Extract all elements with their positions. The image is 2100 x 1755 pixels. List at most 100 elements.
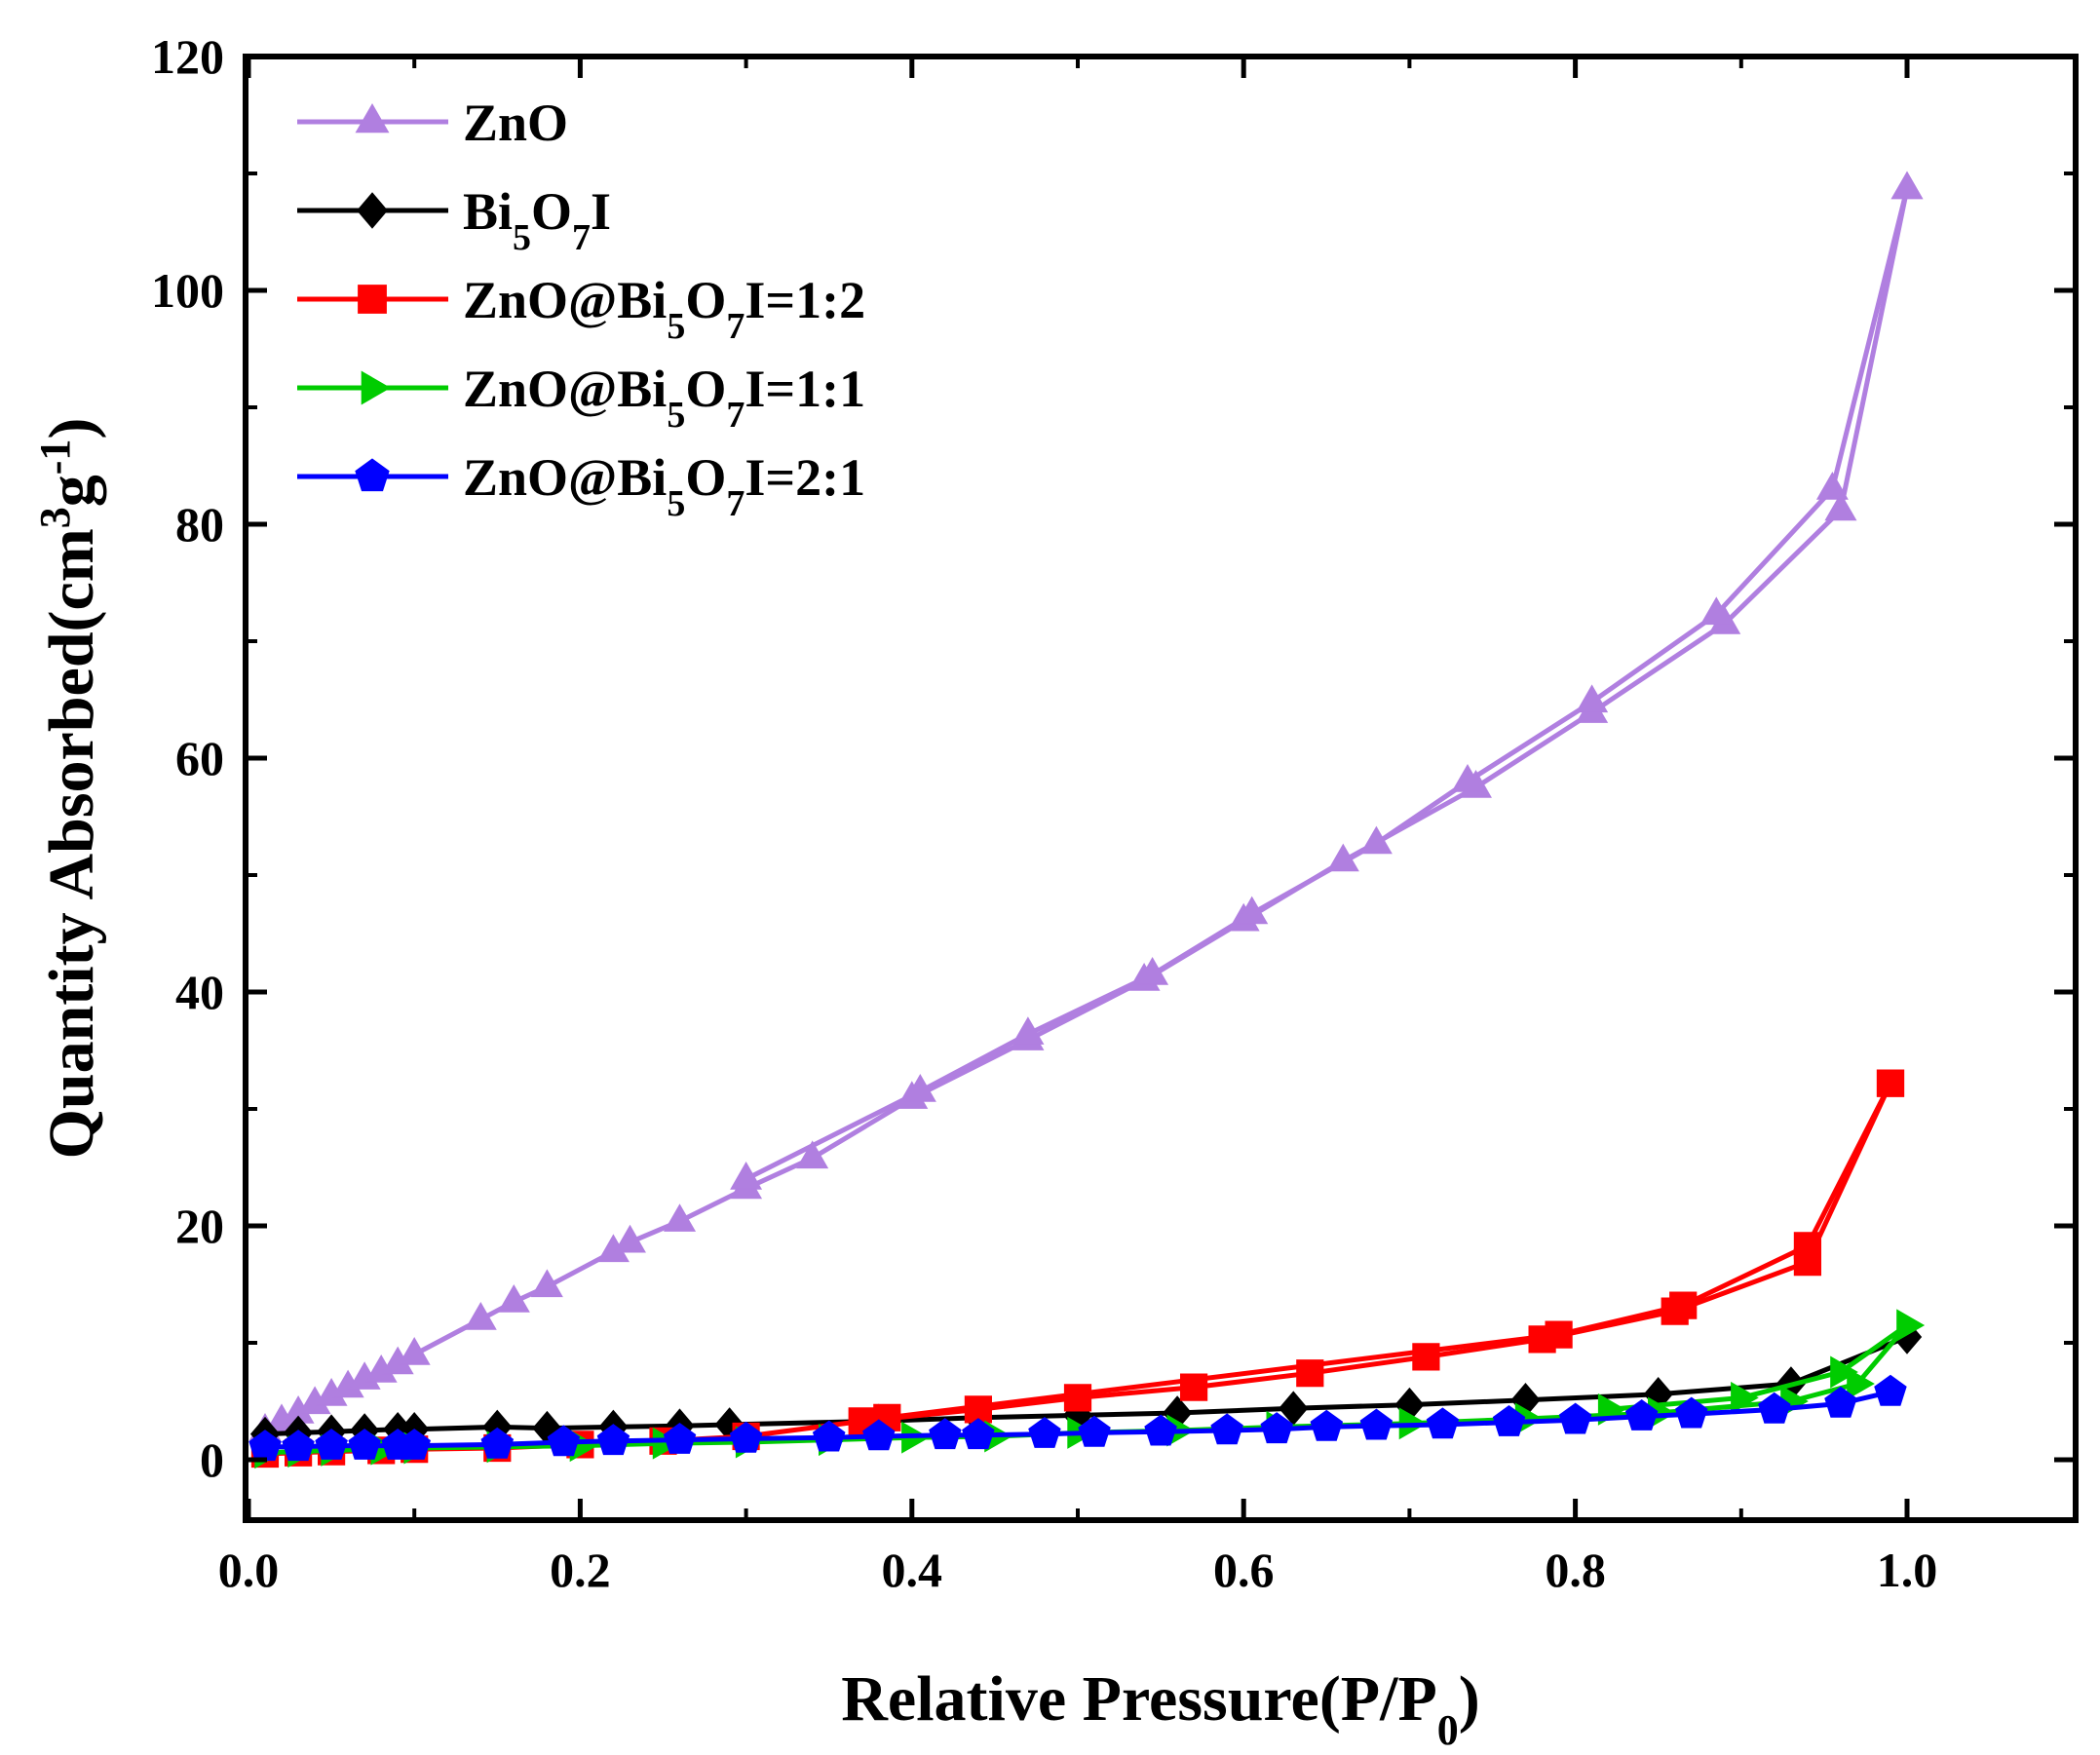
series-zno — [248, 171, 1924, 1441]
data-point — [497, 1283, 530, 1313]
series-line-desorption — [1608, 1322, 1909, 1412]
data-point — [596, 1424, 630, 1456]
data-point — [1896, 1309, 1926, 1342]
legend: ZnO Bi5O7I ZnO@Bi5O7I=1:2 ZnO@Bi5O7I=1:1 ZnO… — [297, 94, 865, 524]
data-point — [1326, 843, 1359, 872]
data-point — [730, 1161, 763, 1190]
legend-label: ZnO@Bi5O7I=2:1 — [463, 448, 865, 524]
y-tick-label: 120 — [151, 29, 224, 84]
x-tick-label: 0.8 — [1545, 1543, 1606, 1597]
data-point — [962, 1418, 995, 1450]
data-point — [1830, 1355, 1858, 1389]
data-point — [1359, 825, 1393, 855]
legend-marker — [361, 370, 392, 405]
data-point — [1028, 1416, 1061, 1448]
data-point — [1576, 684, 1609, 713]
legend-marker — [355, 102, 390, 134]
series-zno-bi5o7i-2-1 — [248, 1374, 1907, 1462]
x-tick-label: 1.0 — [1877, 1543, 1938, 1597]
data-point — [530, 1269, 563, 1298]
plot-frame — [243, 54, 2079, 1523]
data-point — [1558, 1402, 1592, 1434]
legend-item-zno-bi5o7i-1-2: ZnO@Bi5O7I=1:2 — [297, 271, 865, 347]
data-point — [1815, 471, 1849, 500]
data-point — [1699, 596, 1733, 626]
data-point — [1144, 1414, 1177, 1446]
x-tick-label: 0.2 — [550, 1543, 611, 1597]
legend-marker — [357, 192, 388, 229]
data-point — [1180, 1373, 1208, 1401]
data-point — [348, 1428, 381, 1460]
series-layer — [248, 171, 1926, 1469]
legend-marker — [355, 458, 390, 492]
legend-label: ZnO@Bi5O7I=1:2 — [463, 271, 865, 347]
data-point — [398, 1336, 431, 1365]
data-point — [1063, 1384, 1092, 1412]
data-point — [1012, 1016, 1045, 1045]
data-point — [1824, 492, 1857, 521]
legend-item-zno-bi5o7i-1-1: ZnO@Bi5O7I=1:1 — [297, 360, 865, 436]
data-point — [480, 1427, 515, 1459]
data-point — [1793, 1232, 1821, 1260]
data-point — [1492, 1404, 1526, 1436]
data-point — [1824, 1386, 1857, 1418]
data-point — [1426, 1407, 1460, 1439]
legend-label: ZnO@Bi5O7I=1:1 — [463, 360, 865, 436]
data-point — [1236, 896, 1269, 925]
data-point — [1412, 1343, 1440, 1371]
x-tick-label: 0.4 — [882, 1543, 943, 1597]
data-point — [613, 1224, 646, 1253]
data-point — [315, 1428, 348, 1460]
data-point — [1669, 1291, 1698, 1319]
legend-item-zno: ZnO — [297, 94, 568, 152]
data-point — [1847, 1367, 1875, 1400]
data-point — [1758, 1392, 1791, 1424]
data-point — [812, 1420, 846, 1452]
data-point — [1731, 1381, 1759, 1414]
data-point — [1876, 1069, 1905, 1097]
y-tick-label: 0 — [200, 1432, 224, 1487]
legend-marker — [358, 285, 387, 314]
y-axis-title-sup-neg1: -1 — [31, 439, 79, 476]
data-point — [862, 1419, 896, 1451]
data-point — [547, 1425, 581, 1457]
y-axis-title: Quantity Absorbed(cm3g-1) — [31, 418, 108, 1160]
x-tick-label: 0.0 — [218, 1543, 280, 1597]
y-tick-label: 40 — [175, 965, 224, 1019]
y-axis-title-sup-3: 3 — [31, 507, 79, 528]
legend-label: Bi5O7I — [463, 182, 611, 258]
x-tick-label: 0.6 — [1213, 1543, 1275, 1597]
y-tick-label: 20 — [175, 1199, 224, 1253]
data-point — [796, 1140, 829, 1169]
series-line-desorption — [745, 187, 1910, 1182]
data-point — [1359, 1408, 1394, 1440]
data-point — [1624, 1398, 1659, 1431]
data-point — [729, 1421, 763, 1453]
data-point — [282, 1430, 315, 1462]
data-point — [929, 1418, 962, 1450]
legend-label: ZnO — [463, 94, 568, 152]
data-point — [1874, 1374, 1907, 1406]
data-point — [1675, 1396, 1708, 1429]
data-point — [663, 1422, 697, 1454]
y-tick-label: 60 — [175, 731, 224, 785]
legend-item-bi5o7i: Bi5O7I — [297, 182, 611, 258]
data-point — [1451, 763, 1484, 792]
series-line-desorption — [886, 1082, 1893, 1421]
data-point — [1260, 1412, 1293, 1444]
data-point — [398, 1428, 431, 1460]
y-tick-label: 80 — [175, 497, 224, 552]
data-point — [1545, 1320, 1573, 1349]
x-axis-title-subscript: 0 — [1437, 1706, 1459, 1754]
data-point — [664, 1203, 697, 1232]
data-point — [1296, 1359, 1324, 1388]
data-point — [1136, 956, 1169, 985]
data-point — [964, 1395, 992, 1424]
data-point — [1210, 1413, 1243, 1445]
tick-layer: 0.0 0.2 0.4 0.6 0.8 1.0 0 20 40 60 80 100 120 — [151, 29, 2076, 1597]
data-point — [1078, 1415, 1111, 1447]
data-point — [903, 1073, 936, 1102]
data-point — [464, 1301, 497, 1330]
legend-item-zno-bi5o7i-2-1: ZnO@Bi5O7I=2:1 — [297, 448, 865, 524]
